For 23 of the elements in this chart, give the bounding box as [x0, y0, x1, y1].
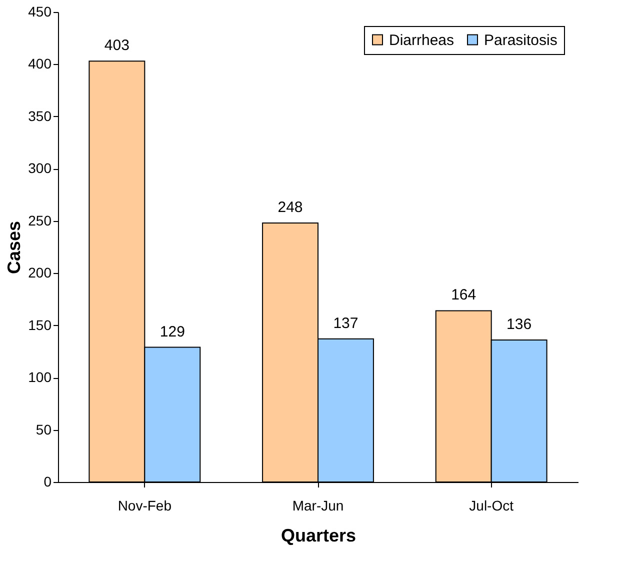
y-tick-label: 200	[28, 264, 52, 281]
y-tick-label: 50	[36, 421, 52, 438]
y-tick-label: 150	[28, 316, 52, 333]
y-tick-label: 450	[28, 4, 52, 20]
y-tick-label: 0	[44, 474, 52, 490]
x-axis-title: Quarters	[280, 526, 356, 546]
y-tick-label: 100	[28, 369, 52, 386]
data-label: 137	[333, 314, 358, 332]
y-tick-label: 400	[28, 56, 52, 72]
x-tick-label: Jul-Oct	[469, 498, 514, 514]
data-label: 248	[278, 198, 303, 216]
data-label: 136	[506, 316, 532, 333]
y-axis-title: Cases	[4, 220, 24, 274]
x-tick-label: Mar-Jun	[292, 498, 344, 514]
x-tick-label: Nov-Feb	[118, 498, 172, 514]
y-tick-label: 250	[28, 212, 52, 228]
data-label: 403	[104, 37, 130, 54]
legend-label: Diarrheas	[389, 32, 454, 49]
y-tick-label: 350	[28, 108, 52, 124]
data-label: 129	[160, 323, 185, 340]
data-label: 164	[451, 286, 476, 304]
y-tick-label: 300	[28, 160, 52, 176]
legend-label: Parasitosis	[484, 32, 558, 49]
